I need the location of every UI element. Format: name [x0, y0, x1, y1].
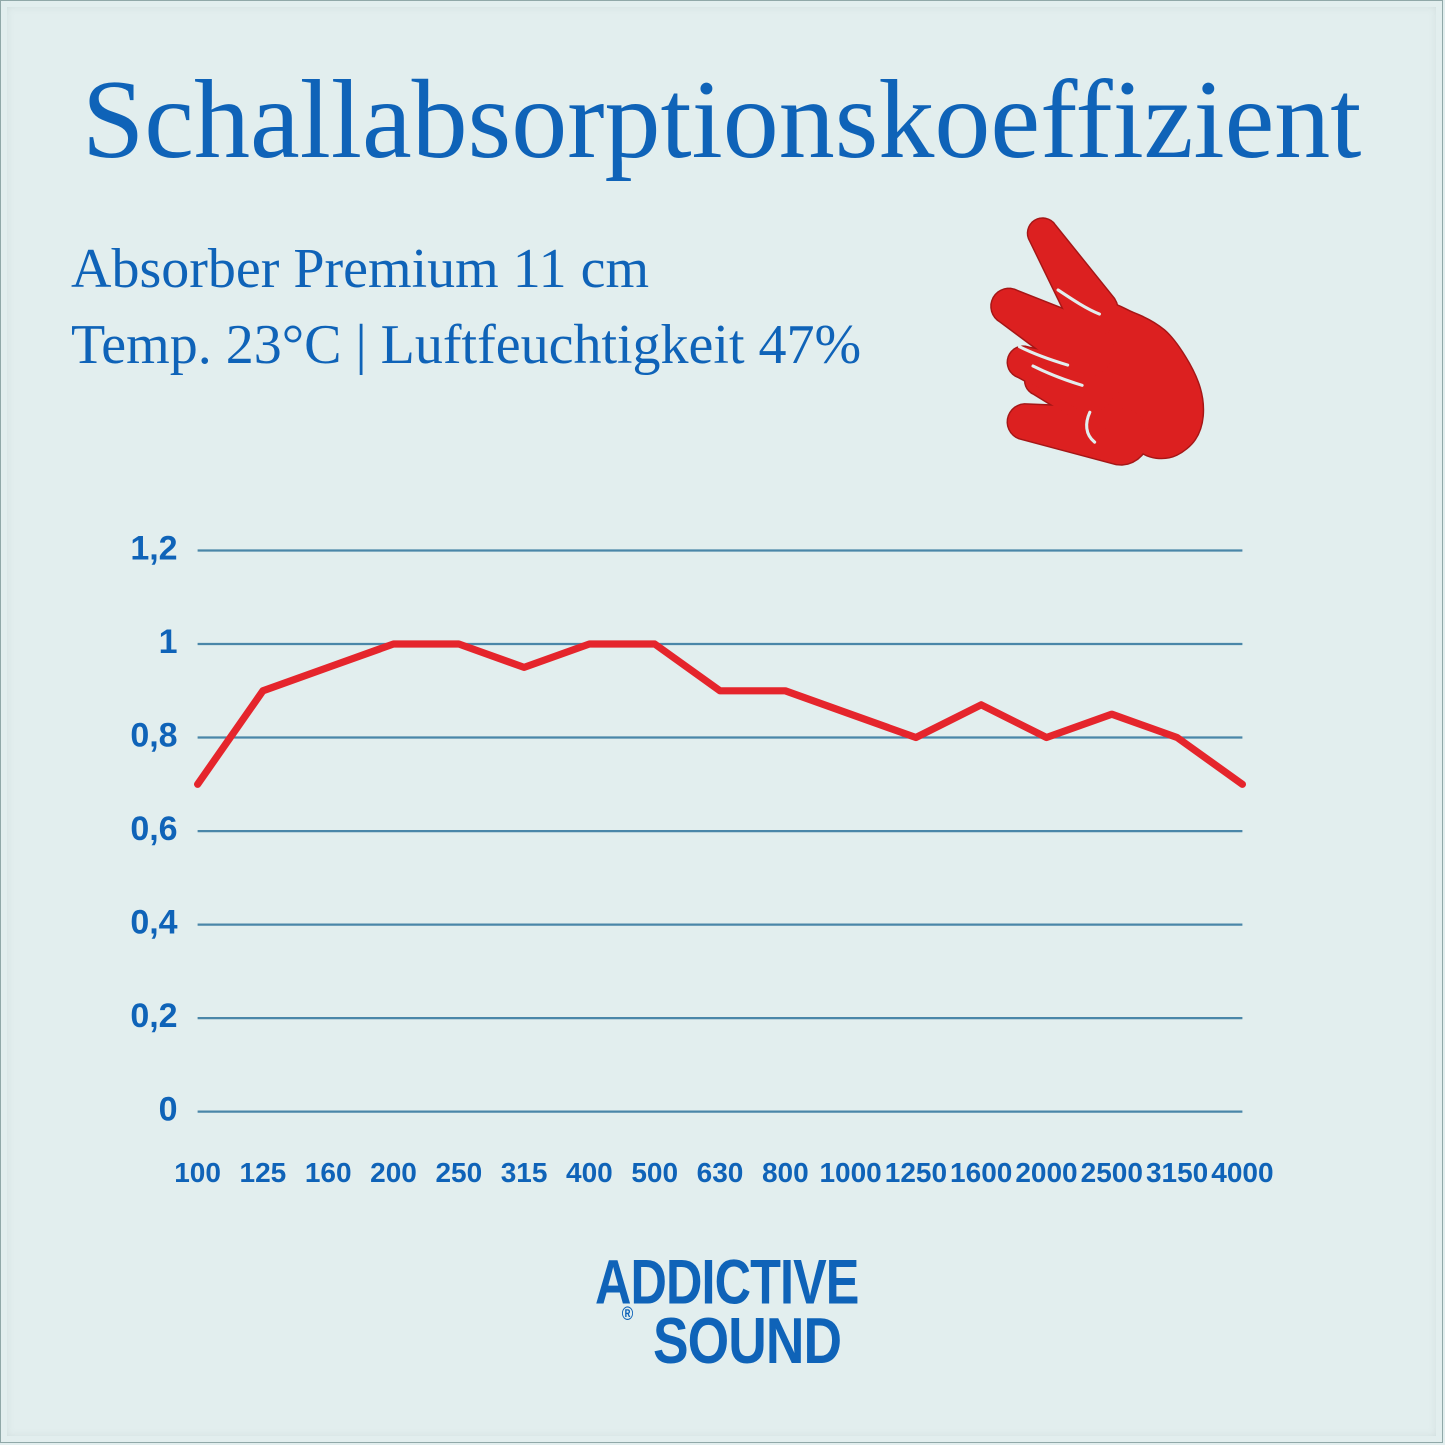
- svg-text:0,4: 0,4: [130, 904, 177, 942]
- svg-text:0,8: 0,8: [130, 716, 177, 754]
- svg-text:125: 125: [240, 1157, 287, 1188]
- svg-text:160: 160: [305, 1157, 352, 1188]
- svg-text:100: 100: [174, 1157, 221, 1188]
- svg-text:800: 800: [762, 1157, 809, 1188]
- svg-text:1,2: 1,2: [130, 529, 177, 567]
- svg-text:4000: 4000: [1211, 1157, 1273, 1188]
- svg-text:2000: 2000: [1015, 1157, 1077, 1188]
- svg-text:3150: 3150: [1146, 1157, 1208, 1188]
- svg-text:0: 0: [159, 1091, 178, 1129]
- svg-text:0,6: 0,6: [130, 810, 177, 848]
- svg-text:400: 400: [566, 1157, 613, 1188]
- svg-text:315: 315: [501, 1157, 548, 1188]
- svg-text:2500: 2500: [1081, 1157, 1143, 1188]
- svg-text:630: 630: [697, 1157, 744, 1188]
- svg-text:200: 200: [370, 1157, 417, 1188]
- svg-text:250: 250: [435, 1157, 482, 1188]
- svg-text:1: 1: [159, 623, 178, 661]
- svg-text:1000: 1000: [819, 1157, 881, 1188]
- svg-text:1250: 1250: [885, 1157, 947, 1188]
- svg-text:1600: 1600: [950, 1157, 1012, 1188]
- svg-text:0,2: 0,2: [130, 997, 177, 1035]
- svg-text:500: 500: [631, 1157, 678, 1188]
